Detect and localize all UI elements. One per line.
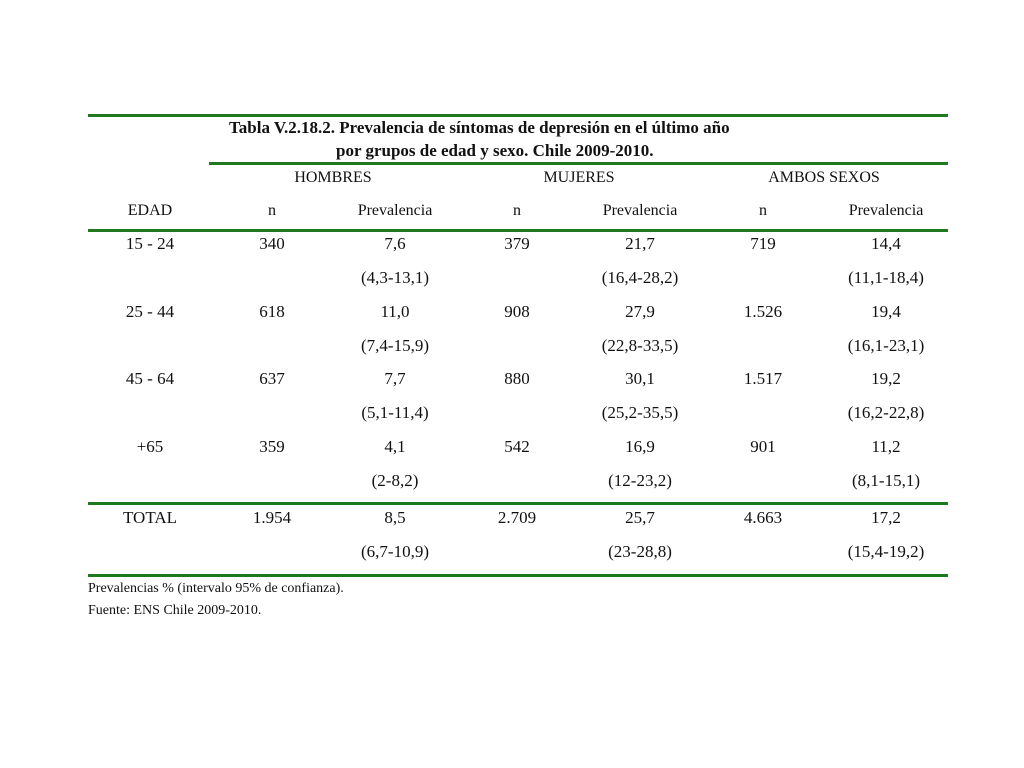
- row-25-44-m-prev: 27,9: [625, 302, 655, 321]
- col-header-m-prev: Prevalencia: [602, 202, 678, 219]
- row-15-24-m-n: 379: [504, 234, 530, 253]
- row-65-edad: +65: [136, 437, 164, 456]
- row-45-64-h-n: 637: [259, 369, 285, 388]
- row-15-24-h-ci: (4,3-13,1): [361, 268, 429, 287]
- row-45-64-h-ci: (5,1-11,4): [361, 403, 429, 422]
- row-15-24-h-n: 340: [259, 234, 285, 253]
- title-rule: [209, 162, 948, 165]
- row-65-h-ci: (2-8,2): [371, 471, 419, 490]
- row-25-44-a-n: 1.526: [743, 302, 783, 321]
- row-15-24-m-ci: (16,4-28,2): [601, 268, 679, 287]
- row-45-64-m-ci: (25,2-35,5): [601, 403, 679, 422]
- total-a-n: 4.663: [743, 508, 783, 527]
- row-65-h-n: 359: [259, 437, 285, 456]
- table-title-line2: por grupos de edad y sexo. Chile 2009-20…: [336, 141, 654, 160]
- row-45-64-h-prev: 7,7: [384, 369, 406, 388]
- row-65-a-prev: 11,2: [871, 437, 901, 456]
- top-rule: [88, 114, 948, 117]
- group-header-hombres: HOMBRES: [294, 169, 372, 186]
- row-25-44-a-ci: (16,1-23,1): [847, 336, 925, 355]
- row-15-24-a-n: 719: [750, 234, 776, 253]
- row-15-24-edad: 15 - 24: [125, 234, 175, 253]
- row-25-44-edad: 25 - 44: [125, 302, 175, 321]
- row-45-64-m-prev: 30,1: [625, 369, 655, 388]
- row-15-24-h-prev: 7,6: [384, 234, 406, 253]
- row-45-64-m-n: 880: [504, 369, 530, 388]
- row-65-a-n: 901: [750, 437, 776, 456]
- table-title-line1: Tabla V.2.18.2. Prevalencia de síntomas …: [229, 118, 730, 137]
- bottom-rule: [88, 574, 948, 577]
- total-edad: TOTAL: [122, 508, 178, 527]
- row-45-64-a-prev: 19,2: [871, 369, 901, 388]
- row-25-44-h-prev: 11,0: [380, 302, 410, 321]
- total-m-n: 2.709: [497, 508, 537, 527]
- footnote-prevalencias: Prevalencias % (intervalo 95% de confian…: [88, 581, 344, 596]
- row-25-44-m-n: 908: [504, 302, 530, 321]
- total-m-prev: 25,7: [625, 508, 655, 527]
- row-45-64-edad: 45 - 64: [125, 369, 175, 388]
- row-25-44-h-ci: (7,4-15,9): [361, 336, 429, 355]
- col-header-h-n: n: [268, 202, 276, 219]
- group-header-mujeres: MUJERES: [543, 169, 615, 186]
- row-15-24-a-prev: 14,4: [871, 234, 901, 253]
- col-header-a-prev: Prevalencia: [848, 202, 924, 219]
- row-65-m-ci: (12-23,2): [608, 471, 672, 490]
- total-rule: [88, 502, 948, 505]
- total-h-n: 1.954: [252, 508, 292, 527]
- total-h-prev: 8,5: [384, 508, 406, 527]
- row-25-44-h-n: 618: [259, 302, 285, 321]
- row-65-m-n: 542: [504, 437, 530, 456]
- col-header-h-prev: Prevalencia: [357, 202, 433, 219]
- row-45-64-a-ci: (16,2-22,8): [847, 403, 925, 422]
- row-45-64-a-n: 1.517: [743, 369, 783, 388]
- col-header-m-n: n: [513, 202, 521, 219]
- header-rule: [88, 229, 948, 232]
- row-25-44-a-prev: 19,4: [871, 302, 901, 321]
- total-m-ci: (23-28,8): [608, 542, 672, 561]
- row-65-h-prev: 4,1: [384, 437, 406, 456]
- row-15-24-m-prev: 21,7: [625, 234, 655, 253]
- col-header-edad: EDAD: [127, 202, 173, 219]
- row-65-a-ci: (8,1-15,1): [852, 471, 920, 490]
- row-15-24-a-ci: (11,1-18,4): [848, 268, 924, 287]
- prevalence-table: Tabla V.2.18.2. Prevalencia de síntomas …: [88, 114, 948, 634]
- total-h-ci: (6,7-10,9): [361, 542, 429, 561]
- total-a-ci: (15,4-19,2): [847, 542, 925, 561]
- row-65-m-prev: 16,9: [625, 437, 655, 456]
- footnote-fuente: Fuente: ENS Chile 2009-2010.: [88, 603, 262, 618]
- total-a-prev: 17,2: [871, 508, 901, 527]
- row-25-44-m-ci: (22,8-33,5): [601, 336, 679, 355]
- group-header-ambos: AMBOS SEXOS: [768, 169, 880, 186]
- col-header-a-n: n: [759, 202, 767, 219]
